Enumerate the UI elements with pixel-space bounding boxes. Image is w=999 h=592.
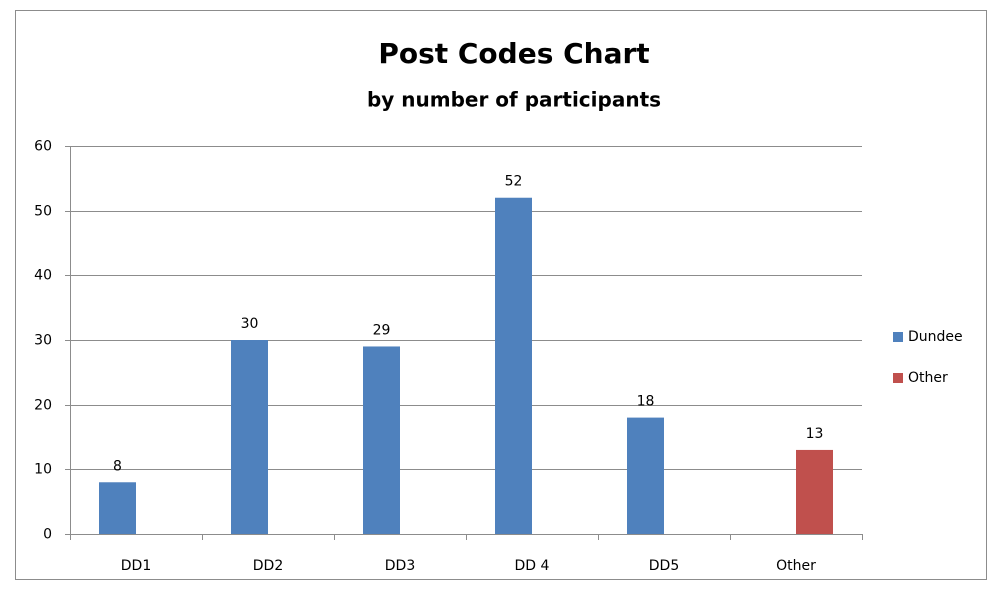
x-tick-label: DD5 [649,558,679,574]
y-tick-label: 0 [43,527,52,543]
legend-label: Other [908,370,948,386]
x-tick-label: Other [776,558,816,574]
bar [796,449,833,534]
x-tick-label: DD1 [121,558,151,574]
y-tick-label: 50 [34,204,52,220]
data-label: 18 [637,394,655,410]
data-label: 13 [806,426,824,442]
data-label: 29 [373,322,391,338]
legend-swatch [893,373,903,383]
bar [627,417,664,534]
legend-label: Dundee [908,329,963,345]
y-tick-label: 60 [34,139,52,155]
y-tick-label: 20 [34,398,52,414]
legend-swatch [893,332,903,342]
bar [363,346,400,534]
bar [495,197,532,534]
chart-title: Post Codes Chart [378,37,649,70]
chart-subtitle: by number of participants [367,88,661,112]
x-tick-label: DD 4 [515,558,550,574]
bar [99,482,136,534]
bar [231,340,268,534]
y-tick-label: 40 [34,268,52,284]
y-tick-label: 30 [34,333,52,349]
data-label: 52 [505,174,523,190]
y-tick-label: 10 [34,462,52,478]
data-label: 30 [241,316,259,332]
x-tick-label: DD2 [253,558,283,574]
data-label: 8 [113,458,122,474]
x-tick-label: DD3 [385,558,415,574]
